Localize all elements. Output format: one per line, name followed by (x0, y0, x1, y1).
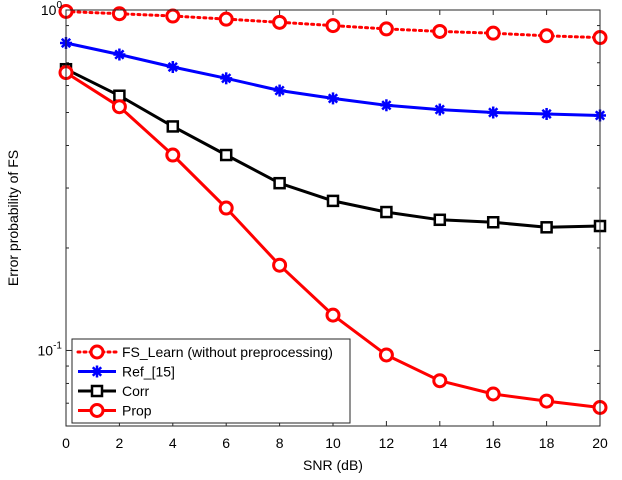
x-tick-label: 10 (325, 435, 341, 451)
legend-entry: Ref_[15] (78, 364, 175, 380)
data-point (327, 92, 339, 105)
data-point (113, 48, 126, 61)
data-point (378, 21, 394, 37)
data-point (218, 11, 234, 27)
series-corr (59, 62, 607, 234)
legend-marker (91, 365, 103, 378)
x-tick-label: 20 (592, 435, 608, 451)
legend-label: Corr (122, 383, 150, 399)
data-point (539, 393, 555, 409)
data-point (433, 103, 446, 116)
data-point (485, 386, 501, 402)
legend-entry: FS_Learn (without preprocessing) (76, 344, 333, 360)
data-point (378, 347, 394, 363)
x-tick-label: 4 (169, 435, 177, 451)
data-point (219, 148, 233, 162)
data-point (432, 23, 448, 39)
data-point (432, 373, 448, 389)
data-point (325, 18, 341, 34)
data-point (165, 8, 181, 24)
legend-label: Prop (122, 403, 152, 419)
legend-entry: Prop (78, 403, 152, 419)
data-point (380, 99, 393, 112)
legend-entry: Corr (78, 383, 150, 399)
data-point (272, 257, 288, 273)
y-axis-label: Error probability of FS (5, 150, 21, 286)
x-tick-label: 18 (539, 435, 555, 451)
x-tick-label: 2 (116, 435, 124, 451)
legend-marker (90, 384, 104, 398)
legend-label: FS_Learn (without preprocessing) (122, 344, 333, 360)
data-point (485, 25, 501, 41)
data-point (111, 99, 127, 115)
data-point (380, 205, 393, 219)
y-tick-label: 100 (41, 0, 63, 18)
data-point (487, 106, 500, 119)
data-point (166, 120, 180, 133)
x-axis-label: SNR (dB) (303, 457, 363, 473)
series-prop (58, 65, 608, 415)
data-point (272, 14, 288, 30)
x-tick-label: 6 (222, 435, 230, 451)
y-tick-label: 10-1 (38, 340, 63, 358)
data-point (273, 84, 286, 97)
legend-box (71, 338, 351, 424)
data-point (111, 6, 127, 22)
data-point (486, 216, 500, 229)
x-tick-label: 16 (485, 435, 501, 451)
legend: FS_Learn (without preprocessing) Ref_[15]… (71, 338, 351, 424)
legend-label: Ref_[15] (122, 364, 175, 380)
data-point (326, 194, 340, 208)
legend-marker (89, 403, 105, 418)
plot-frame (65, 9, 601, 427)
x-tick-label: 8 (276, 435, 284, 451)
data-point (166, 61, 179, 74)
data-point (540, 221, 553, 234)
data-point (218, 200, 234, 216)
data-point (325, 307, 341, 323)
data-point (433, 213, 447, 227)
data-point (165, 147, 181, 163)
legend-marker (89, 344, 105, 360)
x-tick-label: 0 (62, 435, 70, 451)
x-tick-label: 14 (432, 435, 448, 451)
data-point (539, 28, 555, 44)
data-point (220, 72, 233, 85)
data-point (273, 176, 286, 190)
data-point (540, 107, 553, 120)
x-tick-label: 12 (379, 435, 395, 451)
